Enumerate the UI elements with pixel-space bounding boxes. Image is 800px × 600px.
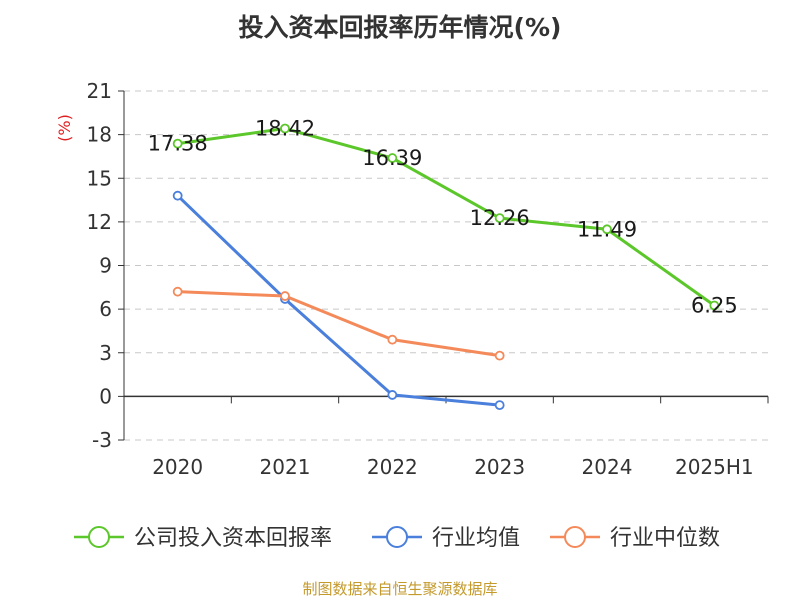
x-tick-label: 2025H1 bbox=[675, 455, 754, 479]
series-layer bbox=[172, 123, 720, 411]
legend-label: 行业均值 bbox=[432, 526, 520, 551]
x-tick-label: 2020 bbox=[152, 455, 203, 479]
data-point bbox=[387, 390, 398, 400]
data-point bbox=[172, 286, 183, 297]
data-point bbox=[494, 213, 505, 223]
y-tick-label: 12 bbox=[87, 210, 112, 234]
y-tick-label: -3 bbox=[92, 428, 112, 452]
data-label: 16.39 bbox=[362, 146, 422, 170]
data-point bbox=[172, 190, 183, 201]
legend-marker bbox=[88, 526, 110, 548]
legend: 公司投入资本回报率 行业均值 行业中位数 bbox=[74, 526, 720, 551]
data-point bbox=[280, 291, 290, 301]
data-label-layer: 17.38 18.42 16.39 12.26 11.49 6.25 bbox=[148, 117, 738, 318]
legend-item[interactable]: 行业中位数 bbox=[550, 526, 720, 551]
data-point bbox=[494, 350, 505, 361]
data-label: 18.42 bbox=[255, 117, 315, 141]
series-line bbox=[176, 194, 500, 407]
legend-label: 公司投入资本回报率 bbox=[134, 526, 332, 551]
data-point bbox=[387, 334, 398, 345]
y-tick-label: 15 bbox=[87, 166, 112, 190]
y-tick-label: 9 bbox=[99, 254, 112, 278]
legend-label: 行业中位数 bbox=[610, 526, 720, 551]
legend-marker bbox=[564, 526, 586, 548]
legend-item[interactable]: 行业均值 bbox=[372, 526, 520, 551]
axis-layer: -3 0 3 6 9 12 15 18 21 2020 2021 2022 2023 2024 2025H1… bbox=[55, 79, 769, 479]
data-label: 11.49 bbox=[577, 217, 637, 241]
x-tick-label: 2022 bbox=[367, 455, 418, 479]
chart-title: 投入资本回报率历年情况(%) bbox=[238, 13, 562, 42]
source-note: 制图数据来自恒生聚源数据库 bbox=[302, 580, 498, 598]
data-point bbox=[172, 138, 183, 149]
x-tick-label: 2023 bbox=[474, 455, 525, 479]
x-tick-label: 2021 bbox=[260, 455, 311, 479]
x-tick-label: 2024 bbox=[582, 455, 633, 479]
legend-item[interactable]: 公司投入资本回报率 bbox=[74, 526, 332, 551]
data-point bbox=[709, 300, 720, 311]
data-point bbox=[602, 224, 612, 235]
data-point bbox=[280, 123, 290, 134]
data-label: 6.25 bbox=[691, 293, 738, 317]
grid-layer bbox=[124, 90, 768, 441]
data-label: 12.26 bbox=[470, 206, 530, 230]
y-tick-label: 3 bbox=[99, 341, 112, 365]
y-tick-label: 6 bbox=[99, 297, 112, 321]
series-line bbox=[177, 127, 716, 307]
series-line bbox=[177, 290, 500, 358]
y-tick-label: 21 bbox=[87, 79, 112, 103]
legend-marker bbox=[386, 526, 408, 548]
y-tick-label: 18 bbox=[87, 123, 112, 147]
data-point bbox=[494, 400, 505, 411]
data-point bbox=[387, 153, 398, 163]
y-tick-label: 0 bbox=[99, 384, 112, 408]
y-axis-label: (%) bbox=[55, 114, 74, 142]
data-label: 17.38 bbox=[148, 132, 208, 156]
